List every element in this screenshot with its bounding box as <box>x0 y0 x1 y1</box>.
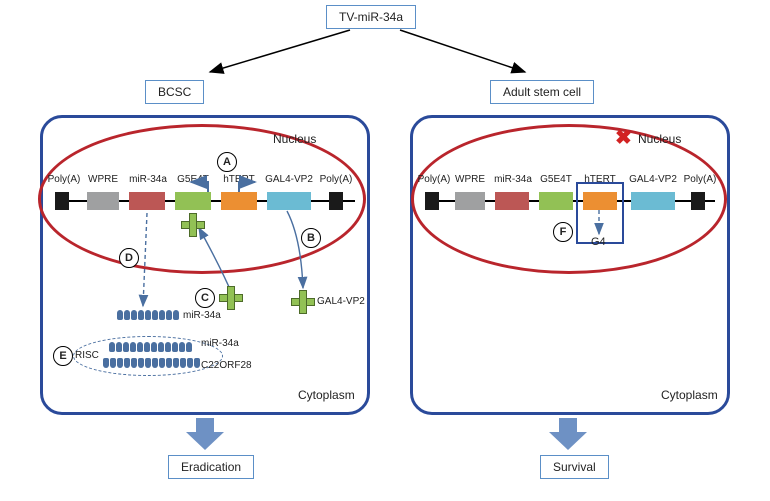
adult-nucleus-label: Nucleus <box>638 132 681 146</box>
bcsc-outcome-box: Eradication <box>168 455 254 479</box>
bcsc-gene-polyA2 <box>329 192 343 210</box>
bcsc-outcome-arrow-head <box>186 432 224 450</box>
risc-lbl: RISC <box>75 350 99 361</box>
bcsc-outcome-text: Eradication <box>181 460 241 474</box>
bcsc-cross-c <box>219 286 243 310</box>
adult-outcome-arrow-stem <box>559 418 577 432</box>
adult-cell: Nucleus ✖ Cytoplasm Poly(A) WPRE miR-34a… <box>410 115 730 415</box>
letter-e: E <box>53 346 73 366</box>
mirna-row2-lbl: miR-34a <box>201 338 239 349</box>
bcsc-gene-polyA1 <box>55 192 69 210</box>
bcsc-gene-gal4vp2-lbl: GAL4-VP2 <box>263 174 315 185</box>
bcsc-gal4vp2-caption: GAL4-VP2 <box>317 296 365 307</box>
c22orf28-lbl: C22ORF28 <box>201 360 252 371</box>
letter-d: D <box>119 248 139 268</box>
bcsc-gene-htert <box>221 192 257 210</box>
adult-cytoplasm-label: Cytoplasm <box>661 388 718 402</box>
bcsc-gene-mir34a-lbl: miR-34a <box>127 174 169 185</box>
adult-gene-wpre <box>455 192 485 210</box>
adult-gene-g5e4t <box>539 192 573 210</box>
red-x-icon: ✖ <box>615 125 632 150</box>
adult-gene-g5e4t-lbl: G5E4T <box>537 174 575 185</box>
mirna-row-1 <box>117 310 179 320</box>
bcsc-gene-htert-lbl: hTERT <box>221 174 257 185</box>
mirna-row-2-bot <box>103 358 200 368</box>
adult-outcome-text: Survival <box>553 460 596 474</box>
bcsc-outcome-arrow-stem <box>196 418 214 432</box>
adult-gene-polyA1-lbl: Poly(A) <box>417 174 451 185</box>
adult-gene-gal4vp2-lbl: GAL4-VP2 <box>627 174 679 185</box>
bcsc-gene-polyA1-lbl: Poly(A) <box>47 174 81 185</box>
adult-outcome-arrow-head <box>549 432 587 450</box>
top-title-box: TV-miR-34a <box>326 5 416 29</box>
mirna-row-2-top <box>109 342 192 352</box>
letter-a: A <box>217 152 237 172</box>
bcsc-header-box: BCSC <box>145 80 204 104</box>
adult-gene-mir34a <box>495 192 529 210</box>
bcsc-cross-gal4vp2 <box>291 290 315 314</box>
bcsc-gene-polyA2-lbl: Poly(A) <box>319 174 353 185</box>
bcsc-gene-wpre <box>87 192 119 210</box>
bcsc-gene-g5e4t <box>175 192 211 210</box>
adult-gene-mir34a-lbl: miR-34a <box>493 174 533 185</box>
bcsc-header: BCSC <box>158 85 191 99</box>
letter-c: C <box>195 288 215 308</box>
mirna-row1-lbl: miR-34a <box>183 310 221 321</box>
adult-gene-gal4vp2 <box>631 192 675 210</box>
adult-gene-polyA2 <box>691 192 705 210</box>
bcsc-gene-wpre-lbl: WPRE <box>87 174 119 185</box>
htert-box <box>576 182 624 244</box>
bcsc-cross-g5e4t <box>181 213 205 237</box>
bcsc-nucleus-label: Nucleus <box>273 132 316 146</box>
bcsc-cell: Nucleus Cytoplasm Poly(A) WPRE miR-34a G… <box>40 115 370 415</box>
adult-gene-polyA1 <box>425 192 439 210</box>
top-title-text: TV-miR-34a <box>339 10 403 24</box>
bcsc-cytoplasm-label: Cytoplasm <box>298 388 355 402</box>
adult-header-box: Adult stem cell <box>490 80 594 104</box>
bcsc-gene-mir34a <box>129 192 165 210</box>
adult-header: Adult stem cell <box>503 85 581 99</box>
letter-f: F <box>553 222 573 242</box>
adult-gene-wpre-lbl: WPRE <box>455 174 485 185</box>
bcsc-gene-gal4vp2 <box>267 192 311 210</box>
bcsc-gene-g5e4t-lbl: G5E4T <box>175 174 211 185</box>
adult-gene-polyA2-lbl: Poly(A) <box>683 174 717 185</box>
letter-b: B <box>301 228 321 248</box>
g4-label: G4 <box>591 236 606 248</box>
adult-outcome-box: Survival <box>540 455 609 479</box>
